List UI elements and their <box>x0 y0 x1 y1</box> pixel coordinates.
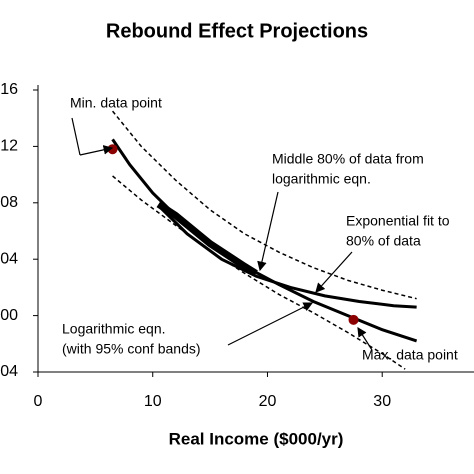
annotation: Middle 80% of data from <box>272 151 424 167</box>
annotation: Logarithmic eqn. <box>62 321 166 337</box>
annotation-arrow <box>79 145 114 156</box>
series-line <box>112 175 406 370</box>
annotation: Exponential fit to <box>346 213 450 229</box>
x-tick-label: 20 <box>259 393 277 410</box>
annotation-arrow <box>71 117 81 156</box>
annotation-arrow <box>257 191 279 272</box>
y-tick-label: 0.00 <box>0 307 18 324</box>
y-tick-label: 0.16 <box>0 81 18 98</box>
annotation: Max. data point <box>362 347 458 363</box>
data-point <box>348 314 359 325</box>
annotation-arrow <box>227 302 314 346</box>
annotation: Min. data point <box>70 95 162 111</box>
chart-title: Rebound Effect Projections <box>106 20 368 42</box>
series-line <box>156 201 258 277</box>
annotation: (with 95% conf bands) <box>62 341 201 357</box>
annotation: 80% of data <box>346 233 421 249</box>
x-axis-label: Real Income ($000/yr) <box>169 429 344 448</box>
y-tick-label: 0.08 <box>0 194 18 211</box>
annotation-arrow <box>315 251 353 293</box>
annotation: logarithmic eqn. <box>272 171 371 187</box>
y-tick-label: -0.04 <box>0 363 18 380</box>
x-tick-label: 0 <box>34 393 43 410</box>
annotation-arrow <box>357 326 373 351</box>
y-tick-label: 0.12 <box>0 138 18 155</box>
y-tick-label: 0.04 <box>0 250 18 267</box>
x-tick-label: 10 <box>144 393 162 410</box>
x-tick-label: 30 <box>373 393 391 410</box>
